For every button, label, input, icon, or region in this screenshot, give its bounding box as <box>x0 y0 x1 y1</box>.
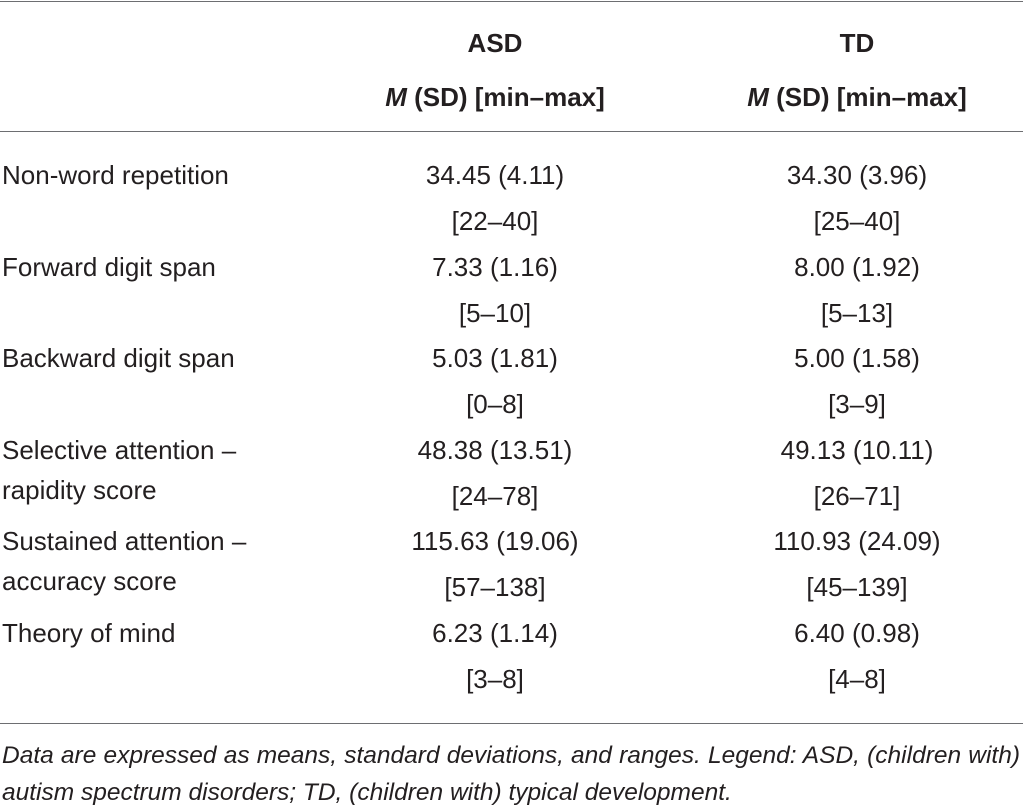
column-header-asd-title: ASD <box>467 28 523 58</box>
cell-td-range: [5–13] <box>820 298 894 328</box>
cell-asd-mean-sd: 115.63 (19.06) <box>411 526 579 556</box>
column-header-td-title: TD <box>839 28 875 58</box>
cell-asd-mean-sd: 34.45 (4.11) <box>425 160 565 190</box>
cell-asd-mean-sd: 7.33 (1.16) <box>432 252 558 282</box>
table-top-rule <box>0 1 1023 2</box>
cell-td-mean-sd: 49.13 (10.11) <box>780 435 934 465</box>
cell-td-range: [4–8] <box>828 664 886 694</box>
row-label: Non-word repetition <box>2 155 229 195</box>
row-label: Selective attention – rapidity score <box>2 430 236 510</box>
column-header-asd: ASD M (SD) [min–max] <box>345 28 645 112</box>
cell-asd-mean-sd: 6.23 (1.14) <box>432 618 558 648</box>
cell-td-mean-sd: 110.93 (24.09) <box>773 526 941 556</box>
cell-td-mean-sd: 6.40 (0.98) <box>794 618 920 648</box>
row-label-line: Theory of mind <box>2 618 176 648</box>
row-label-line: accuracy score <box>2 566 177 596</box>
cell-asd-range: [57–138] <box>444 572 546 602</box>
table-header-rule <box>0 131 1023 132</box>
cell-asd-range: [0–8] <box>466 389 524 419</box>
row-label: Forward digit span <box>2 247 216 287</box>
cell-asd-range: [3–8] <box>466 664 524 694</box>
row-label-line: Backward digit span <box>2 343 235 373</box>
row-label-line: Selective attention – <box>2 435 237 465</box>
row-label: Theory of mind <box>2 613 175 653</box>
cell-asd-mean-sd: 5.03 (1.81) <box>432 343 558 373</box>
cell-td-range: [3–9] <box>828 389 886 419</box>
row-label: Sustained attention – accuracy score <box>2 521 246 601</box>
cell-asd-range: [5–10] <box>458 298 532 328</box>
cell-td-range: [25–40] <box>813 206 901 236</box>
table-footnote: Data are expressed as means, standard de… <box>2 742 1020 806</box>
cell-asd-range: [24–78] <box>451 481 539 511</box>
cell-td-mean-sd: 8.00 (1.92) <box>794 252 920 282</box>
cell-td-range: [26–71] <box>813 481 901 511</box>
cell-td-range: [45–139] <box>806 572 908 602</box>
cell-td-mean-sd: 34.30 (3.96) <box>786 160 928 190</box>
column-header-td-stat: M (SD) [min–max] <box>747 82 967 112</box>
cell-asd-range: [22–40] <box>451 206 539 236</box>
column-header-td: TD M (SD) [min–max] <box>707 28 1007 112</box>
cell-td-mean-sd: 5.00 (1.58) <box>794 343 920 373</box>
cell-asd-mean-sd: 48.38 (13.51) <box>417 435 573 465</box>
row-label: Backward digit span <box>2 338 235 378</box>
row-label-line: Non-word repetition <box>2 160 229 190</box>
row-label-line: Sustained attention – <box>2 526 247 556</box>
row-label-line: rapidity score <box>2 475 157 505</box>
column-header-asd-stat: M (SD) [min–max] <box>385 82 605 112</box>
row-label-line: Forward digit span <box>2 252 216 282</box>
table-bottom-rule <box>0 723 1023 724</box>
